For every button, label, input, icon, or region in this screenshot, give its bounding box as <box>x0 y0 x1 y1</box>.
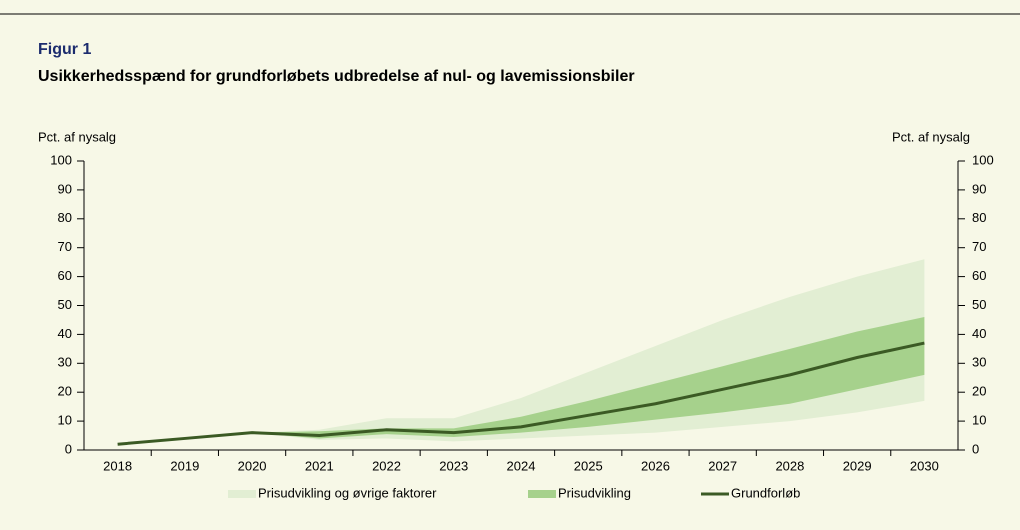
y-tick-label: 80 <box>58 210 72 225</box>
y-tick-label: 100 <box>50 152 72 167</box>
legend-label: Prisudvikling og øvrige faktorer <box>258 485 437 500</box>
y-axis-label: Pct. af nysalg <box>38 129 116 144</box>
y-tick-label: 10 <box>58 413 72 428</box>
y2-tick-label: 0 <box>972 441 979 456</box>
y2-tick-label: 60 <box>972 268 986 283</box>
y2-tick-label: 10 <box>972 413 986 428</box>
legend-label: Prisudvikling <box>558 485 631 500</box>
y2-axis-label: Pct. af nysalg <box>892 129 970 144</box>
x-tick-label: 2024 <box>507 458 536 473</box>
y2-tick-label: 50 <box>972 297 986 312</box>
y-tick-label: 30 <box>58 355 72 370</box>
y-tick-label: 0 <box>65 441 72 456</box>
legend-swatch <box>528 490 556 498</box>
y2-tick-label: 40 <box>972 326 986 341</box>
x-tick-label: 2025 <box>574 458 603 473</box>
legend-swatch <box>228 490 256 498</box>
x-tick-label: 2018 <box>103 458 132 473</box>
y2-tick-label: 100 <box>972 152 994 167</box>
x-tick-label: 2022 <box>372 458 401 473</box>
y-tick-label: 70 <box>58 239 72 254</box>
y-tick-label: 60 <box>58 268 72 283</box>
x-tick-label: 2020 <box>238 458 267 473</box>
y2-tick-label: 70 <box>972 239 986 254</box>
x-tick-label: 2023 <box>439 458 468 473</box>
x-tick-label: 2021 <box>305 458 334 473</box>
chart-subtitle: Usikkerhedsspænd for grundforløbets udbr… <box>38 68 635 85</box>
x-tick-label: 2019 <box>170 458 199 473</box>
x-tick-label: 2030 <box>910 458 939 473</box>
y2-tick-label: 80 <box>972 210 986 225</box>
y-tick-label: 40 <box>58 326 72 341</box>
y-tick-label: 90 <box>58 181 72 196</box>
y-tick-label: 50 <box>58 297 72 312</box>
legend-label: Grundforløb <box>731 485 800 500</box>
x-tick-label: 2029 <box>843 458 872 473</box>
y2-tick-label: 90 <box>972 181 986 196</box>
line-series <box>117 341 925 446</box>
x-tick-label: 2027 <box>708 458 737 473</box>
chart-title: Figur 1 <box>38 41 91 58</box>
y2-tick-label: 20 <box>972 384 986 399</box>
y-tick-label: 20 <box>58 384 72 399</box>
x-tick-label: 2026 <box>641 458 670 473</box>
x-tick-label: 2028 <box>775 458 804 473</box>
y2-tick-label: 30 <box>972 355 986 370</box>
